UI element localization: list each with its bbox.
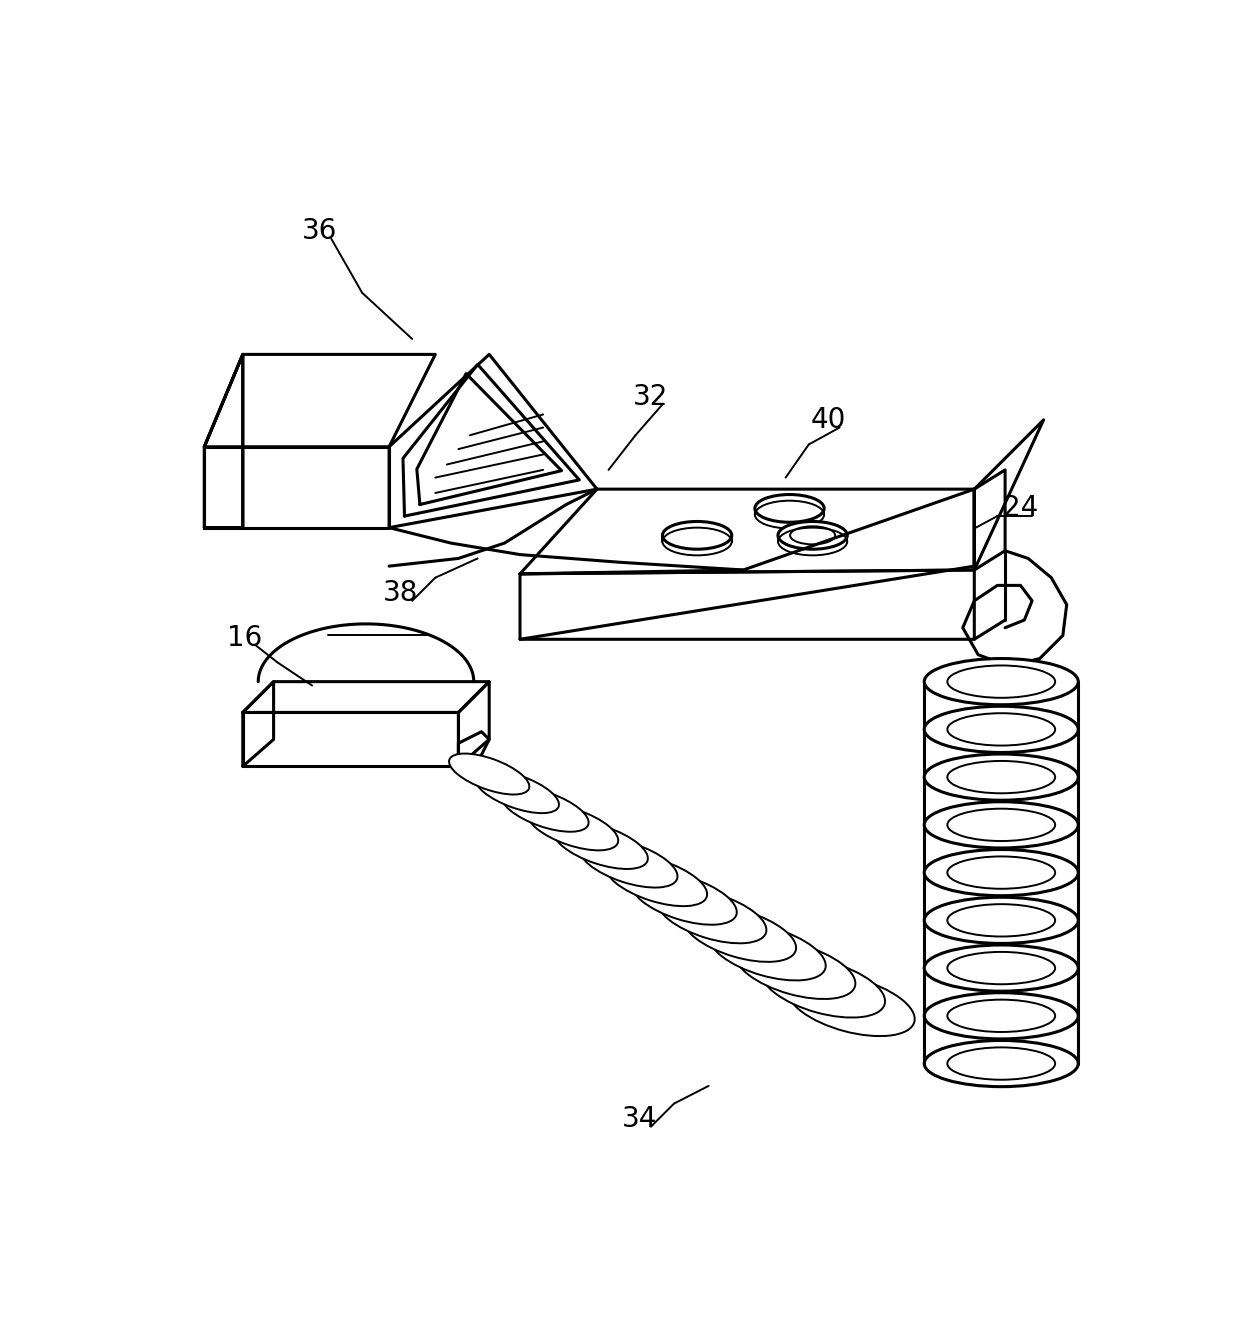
Ellipse shape (761, 957, 885, 1018)
Ellipse shape (924, 849, 1079, 896)
Ellipse shape (755, 494, 825, 523)
Ellipse shape (947, 761, 1055, 793)
Text: 36: 36 (303, 217, 337, 245)
Text: 34: 34 (621, 1105, 657, 1133)
Ellipse shape (605, 855, 707, 906)
Ellipse shape (947, 809, 1055, 842)
Ellipse shape (924, 946, 1079, 992)
Ellipse shape (787, 975, 915, 1036)
Ellipse shape (924, 658, 1079, 705)
Ellipse shape (475, 770, 559, 813)
Ellipse shape (683, 906, 796, 961)
Ellipse shape (924, 993, 1079, 1039)
Ellipse shape (501, 788, 589, 832)
Ellipse shape (657, 889, 766, 943)
Ellipse shape (777, 522, 847, 549)
Ellipse shape (947, 665, 1055, 698)
Ellipse shape (735, 940, 856, 1000)
Ellipse shape (947, 1000, 1055, 1033)
Ellipse shape (924, 897, 1079, 943)
Ellipse shape (924, 802, 1079, 848)
Ellipse shape (579, 838, 677, 888)
Ellipse shape (947, 714, 1055, 745)
Ellipse shape (924, 755, 1079, 801)
Ellipse shape (662, 522, 732, 549)
Ellipse shape (947, 952, 1055, 984)
Ellipse shape (631, 872, 737, 925)
Text: 16: 16 (227, 624, 262, 652)
Text: 24: 24 (1003, 494, 1038, 523)
Ellipse shape (947, 1047, 1055, 1080)
Ellipse shape (947, 905, 1055, 936)
Ellipse shape (947, 856, 1055, 889)
Text: 32: 32 (634, 383, 668, 411)
Text: 40: 40 (810, 406, 846, 433)
Text: 38: 38 (383, 579, 418, 607)
Ellipse shape (924, 706, 1079, 752)
Ellipse shape (527, 805, 619, 851)
Ellipse shape (924, 1040, 1079, 1087)
Ellipse shape (553, 822, 647, 869)
Ellipse shape (709, 923, 826, 980)
Ellipse shape (449, 753, 529, 794)
